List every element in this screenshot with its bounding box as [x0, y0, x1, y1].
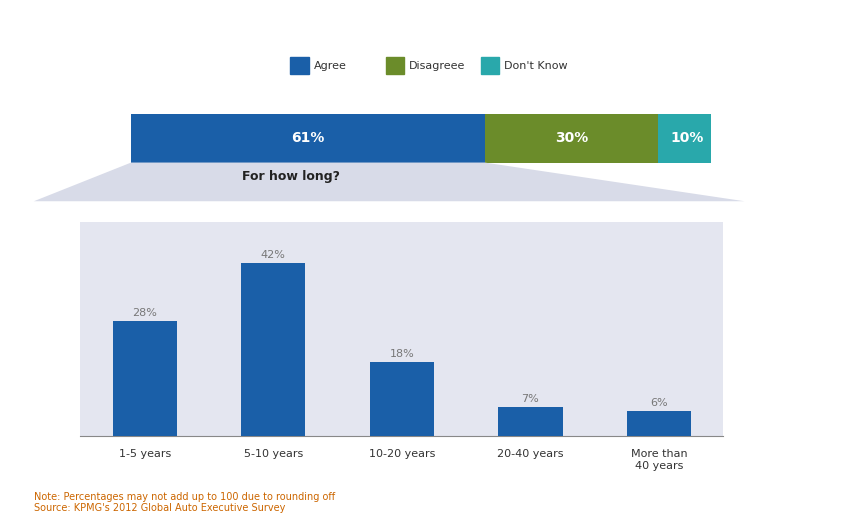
Bar	[290, 57, 309, 74]
Text: 61%: 61%	[291, 131, 325, 145]
Bar	[370, 362, 434, 436]
Text: Note: Percentages may not add up to 100 due to rounding off
Source: KPMG's 2012 : Note: Percentages may not add up to 100 …	[34, 492, 335, 513]
Text: For how long?: For how long?	[242, 170, 340, 183]
Text: Dominance of the internal combustion engine over electrified vehicle technologie: Dominance of the internal combustion eng…	[19, 21, 640, 34]
Text: 42%: 42%	[261, 250, 286, 260]
Text: 18%: 18%	[389, 349, 415, 359]
Polygon shape	[34, 163, 744, 201]
Text: 10%: 10%	[671, 131, 704, 145]
Bar	[481, 57, 499, 74]
Text: 30%: 30%	[555, 131, 588, 145]
Bar	[386, 57, 404, 74]
Text: 7%: 7%	[522, 394, 539, 405]
Text: 6%: 6%	[651, 398, 667, 409]
Bar	[241, 263, 305, 436]
Text: Disagreee: Disagreee	[409, 61, 465, 71]
Bar	[658, 114, 717, 163]
Bar	[131, 114, 485, 163]
Text: Agree: Agree	[314, 61, 346, 71]
Bar	[113, 321, 177, 436]
Bar	[627, 411, 691, 436]
Bar	[485, 114, 658, 163]
Text: Don't Know: Don't Know	[504, 61, 568, 71]
Bar	[498, 407, 563, 436]
Text: 28%: 28%	[132, 308, 157, 318]
